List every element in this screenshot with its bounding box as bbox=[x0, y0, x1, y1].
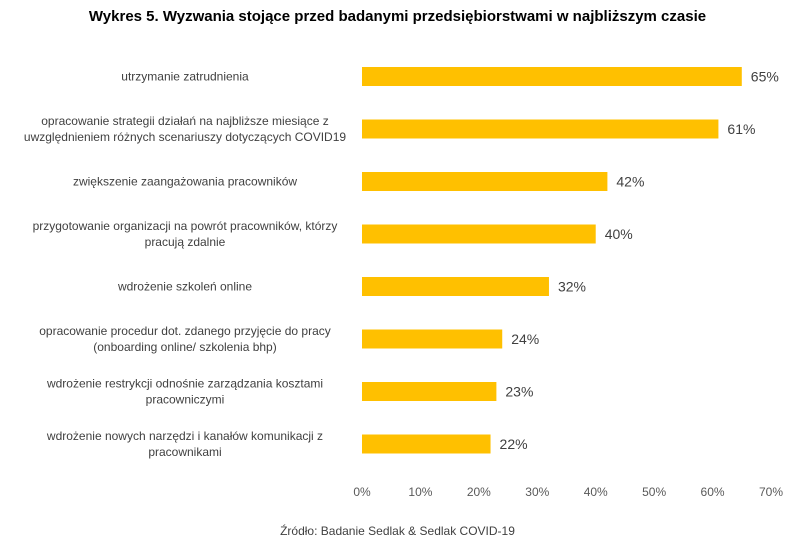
category-label: zwiększenie zaangażowania pracowników bbox=[73, 175, 297, 189]
bar bbox=[362, 277, 549, 296]
x-tick-label: 30% bbox=[525, 485, 549, 499]
value-label: 24% bbox=[511, 331, 539, 347]
category-label: przygotowanie organizacji na powrót prac… bbox=[33, 219, 338, 249]
bar bbox=[362, 172, 608, 191]
category-label: opracowanie strategii działań na najbliż… bbox=[24, 114, 346, 144]
x-tick-label: 70% bbox=[759, 485, 783, 499]
bar bbox=[362, 119, 719, 139]
category-label: wdrożenie nowych narzędzi i kanałów komu… bbox=[46, 429, 323, 459]
bars-group bbox=[362, 67, 742, 454]
value-label: 23% bbox=[505, 384, 533, 400]
value-labels-group: 65% 61% 42% 40% 32% 24% 23% 22% bbox=[500, 69, 779, 453]
x-tick-label: 10% bbox=[408, 485, 432, 499]
category-label: opracowanie procedur dot. zdanego przyję… bbox=[39, 324, 331, 354]
value-label: 42% bbox=[616, 174, 644, 190]
x-tick-label: 40% bbox=[584, 485, 608, 499]
x-tick-label: 20% bbox=[467, 485, 491, 499]
source-note: Źródło: Badanie Sedlak & Sedlak COVID-19 bbox=[280, 524, 515, 538]
x-tick-label: 50% bbox=[642, 485, 666, 499]
bar bbox=[362, 224, 596, 244]
x-tick-label: 0% bbox=[353, 485, 371, 499]
value-label: 40% bbox=[605, 226, 633, 242]
chart-title: Wykres 5. Wyzwania stojące przed badanym… bbox=[88, 8, 707, 25]
value-label: 22% bbox=[500, 436, 528, 452]
category-label: wdrożenie restrykcji odnośnie zarządzani… bbox=[46, 377, 323, 407]
bar bbox=[362, 67, 742, 86]
category-label: utrzymanie zatrudnienia bbox=[121, 70, 249, 84]
value-label: 61% bbox=[727, 121, 755, 137]
x-axis-ticks-group: 0% 10% 20% 30% 40% 50% 60% 70% bbox=[353, 485, 783, 499]
bar bbox=[362, 434, 491, 454]
value-label: 65% bbox=[751, 69, 779, 85]
bar bbox=[362, 329, 503, 349]
category-labels-group: utrzymanie zatrudnienia opracowanie strat… bbox=[24, 70, 346, 460]
bar bbox=[362, 382, 497, 401]
x-tick-label: 60% bbox=[701, 485, 725, 499]
value-label: 32% bbox=[558, 279, 586, 295]
category-label: wdrożenie szkoleń online bbox=[117, 280, 252, 294]
